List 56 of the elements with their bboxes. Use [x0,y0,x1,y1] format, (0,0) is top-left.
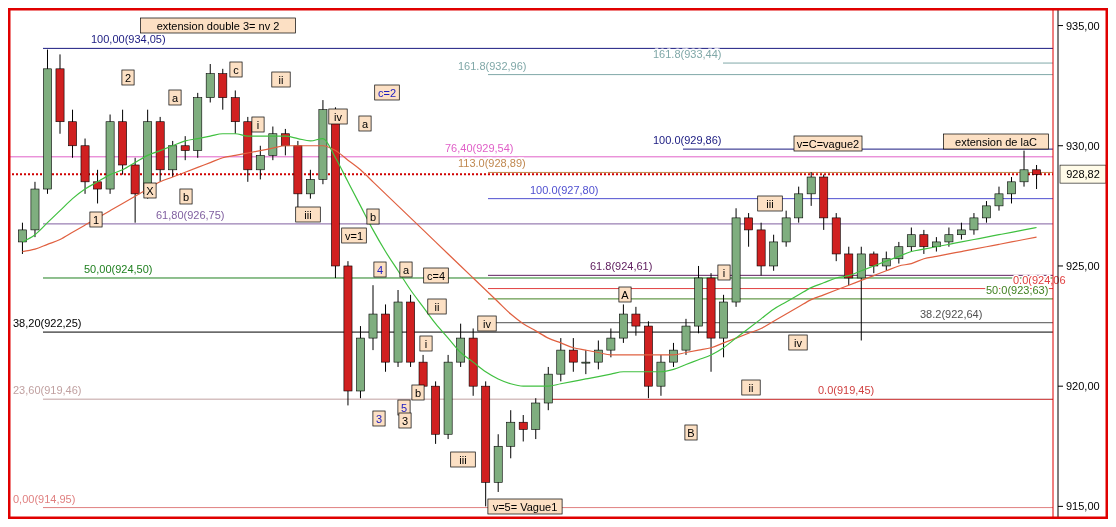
annotation: 5 [400,401,408,414]
annotation: 2 [124,71,132,84]
annotation: b [414,386,422,399]
annotation: extension double 3= nv 2 [156,19,280,32]
ref-line-label: 38,20(922,25) [13,317,82,330]
annotation: c=4 [426,269,446,282]
annotation: A [621,288,630,301]
annotation: iii [766,197,774,210]
ref-line-label: 928,82 [1066,168,1100,181]
y-tick-label: 935,00 [1066,19,1100,32]
ref-line-label: 113.0(928,89) [458,157,526,170]
ref-line-label: 61,80(926,75) [156,208,225,221]
ref-line-label: 161.8(932,96) [458,59,527,72]
annotation: a [171,91,179,104]
y-tick-label: 920,00 [1066,380,1100,393]
annotation: i [722,266,726,279]
annotation: c=2 [377,86,397,99]
annotation: ii [748,381,754,394]
annotation: iii [304,208,312,221]
annotation: v=1 [344,229,364,242]
ref-line-label: 61.8(924,61) [590,260,653,273]
annotation: B [687,426,695,439]
annotation: v=C=vague2 [796,137,860,150]
ref-line-label: 0.0(919,45) [818,384,875,397]
annotation: iv [334,110,343,123]
annotation: b [369,210,377,223]
annotation: 1 [92,213,100,226]
annotation: iv [794,336,803,349]
ref-line-label: 100.0(929,86) [653,134,722,147]
annotation: i [256,118,260,131]
annotation: 3 [401,414,409,427]
annotation: b [182,190,190,203]
annotation: a [361,117,369,130]
ref-line-label: 100.0(927,80) [530,183,599,196]
ref-line-label: 100,00(934,05) [91,33,166,46]
annotation: X [146,184,155,197]
annotation: v=5= Vague1 [492,500,558,513]
annotation: ii [434,300,440,313]
ref-line-label: 38.2(922,64) [920,307,983,320]
ref-line-label: 161.8(933,44) [653,48,722,61]
annotation: ii [278,73,284,86]
annotation: iii [459,453,467,466]
annotation: iv [483,317,492,330]
annotation: a [402,263,410,276]
annotation: 4 [376,263,384,276]
annotation: extension de laC [955,135,1038,148]
ref-line-label: 50,00(924,50) [84,262,153,275]
y-tick-label: 915,00 [1066,500,1100,513]
annotation: 3 [375,412,383,425]
annotation: c [233,63,240,76]
ref-line-label: 76,40(929,54) [445,141,514,154]
ref-line-label: 0,00(914,95) [13,492,76,505]
ref-line-label: 23,60(919,46) [13,384,82,397]
y-tick-label: 930,00 [1066,139,1100,152]
y-tick-label: 925,00 [1066,259,1100,272]
annotation: i [424,337,428,350]
